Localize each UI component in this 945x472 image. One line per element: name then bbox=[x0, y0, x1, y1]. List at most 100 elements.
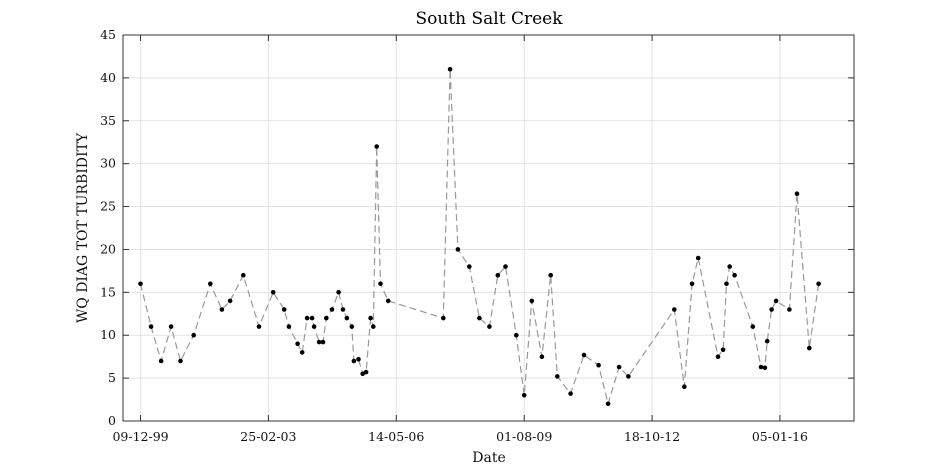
axes: 0 5 10 15 20 25 30 35 40 45 09-12-99 25-02-03 14-05-… bbox=[100, 27, 854, 444]
data-point bbox=[720, 347, 726, 353]
data-point bbox=[281, 307, 287, 312]
data-point bbox=[191, 332, 196, 338]
data-point bbox=[158, 358, 164, 364]
data-point bbox=[363, 369, 369, 375]
data-point bbox=[138, 281, 143, 287]
data-point bbox=[548, 272, 553, 278]
data-point bbox=[309, 315, 315, 321]
data-point bbox=[360, 371, 366, 377]
data-point bbox=[769, 307, 774, 312]
data-point bbox=[378, 281, 383, 287]
x-tick-label: 25-02-03 bbox=[240, 429, 296, 444]
data-point bbox=[148, 324, 154, 329]
data-point bbox=[316, 339, 322, 345]
data-point bbox=[447, 67, 453, 72]
data-point bbox=[521, 393, 527, 398]
y-tick-label: 15 bbox=[100, 284, 116, 299]
y-tick-label: 45 bbox=[100, 27, 116, 42]
y-tick-label: 35 bbox=[100, 113, 116, 128]
y-tick-label: 5 bbox=[108, 370, 116, 385]
data-point bbox=[455, 247, 461, 252]
data-point bbox=[764, 338, 770, 344]
data-point bbox=[529, 298, 535, 304]
data-point bbox=[724, 281, 729, 287]
data-point bbox=[340, 307, 346, 312]
data-point bbox=[208, 281, 213, 287]
data-point bbox=[695, 255, 701, 261]
data-point bbox=[555, 374, 560, 379]
data-point bbox=[626, 374, 631, 379]
data-point bbox=[616, 364, 622, 370]
data-point bbox=[715, 354, 721, 360]
chart-title: South Salt Creek bbox=[415, 9, 563, 29]
plot-frame bbox=[122, 34, 855, 422]
data-point bbox=[787, 307, 792, 312]
data-point bbox=[605, 401, 611, 407]
x-tick-label: 05-01-16 bbox=[752, 429, 808, 444]
data-point bbox=[168, 324, 174, 329]
data-point bbox=[385, 298, 391, 304]
y-axis-label: WQ DIAG TOT TURBIDITY bbox=[75, 132, 91, 323]
data-point bbox=[356, 356, 361, 362]
data-point bbox=[487, 324, 492, 329]
y-tick-label: 10 bbox=[100, 327, 116, 342]
series-line bbox=[139, 69, 820, 407]
x-tick-label: 01-08-09 bbox=[496, 429, 552, 444]
data-point bbox=[286, 324, 292, 329]
data-point bbox=[295, 341, 300, 347]
data-point bbox=[329, 307, 335, 312]
data-point bbox=[568, 391, 573, 396]
data-point bbox=[689, 281, 695, 287]
data-point bbox=[727, 264, 732, 269]
x-axis-label: Date bbox=[472, 450, 505, 466]
data-point bbox=[682, 384, 687, 390]
data-point bbox=[324, 315, 329, 321]
data-point bbox=[816, 281, 821, 287]
data-point bbox=[351, 358, 357, 364]
data-point bbox=[758, 364, 764, 370]
data-point bbox=[374, 144, 380, 149]
data-point bbox=[732, 272, 737, 278]
grid-lines bbox=[123, 34, 854, 422]
data-point bbox=[349, 324, 355, 329]
data-point bbox=[368, 315, 373, 321]
data-point bbox=[256, 324, 262, 329]
data-point bbox=[344, 315, 350, 321]
data-point bbox=[495, 272, 501, 278]
data-point bbox=[503, 264, 508, 269]
y-tick-label: 20 bbox=[100, 241, 116, 256]
data-point bbox=[581, 352, 587, 358]
data-point bbox=[750, 324, 756, 329]
data-point bbox=[477, 315, 482, 321]
y-tick-label: 25 bbox=[100, 199, 116, 214]
data-point bbox=[672, 307, 677, 312]
data-series bbox=[138, 67, 821, 407]
data-point bbox=[371, 324, 376, 329]
y-tick-label: 30 bbox=[100, 156, 116, 171]
y-tick-label: 0 bbox=[108, 413, 116, 428]
data-point bbox=[227, 298, 233, 304]
x-tick-label: 14-05-06 bbox=[368, 429, 424, 444]
data-point bbox=[539, 354, 545, 360]
data-point bbox=[311, 324, 317, 329]
data-point bbox=[596, 362, 601, 368]
data-point bbox=[178, 358, 183, 364]
y-tick-label: 40 bbox=[100, 70, 116, 85]
data-point bbox=[807, 345, 812, 351]
data-point bbox=[241, 272, 246, 278]
data-point bbox=[336, 290, 341, 295]
data-point bbox=[467, 264, 472, 269]
data-point bbox=[441, 315, 446, 321]
data-point bbox=[299, 350, 305, 355]
data-point bbox=[794, 191, 800, 196]
x-tick-label: 18-10-12 bbox=[624, 429, 680, 444]
data-point bbox=[270, 290, 276, 295]
data-point bbox=[514, 332, 519, 338]
data-point bbox=[304, 315, 310, 321]
data-point bbox=[762, 365, 768, 371]
data-point bbox=[219, 307, 225, 312]
x-tick-label: 09-12-99 bbox=[112, 429, 168, 444]
data-point bbox=[773, 298, 779, 304]
data-point bbox=[320, 339, 326, 345]
